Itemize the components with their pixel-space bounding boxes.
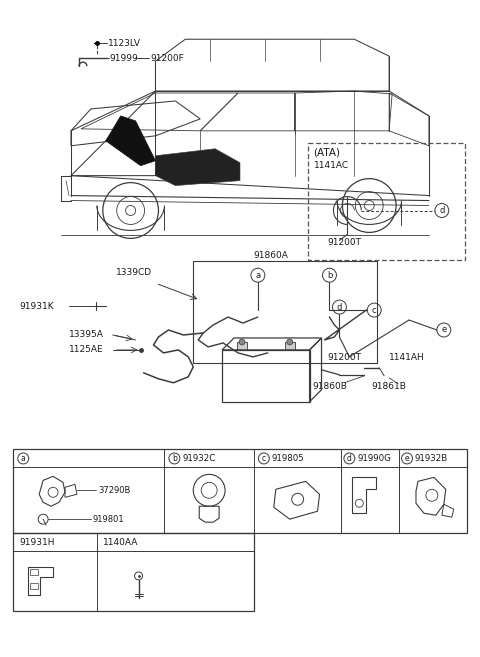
Text: 91931K: 91931K xyxy=(19,302,54,311)
Bar xyxy=(30,569,38,575)
Text: 91860A: 91860A xyxy=(253,251,288,260)
Text: b: b xyxy=(172,454,177,463)
Text: 919805: 919805 xyxy=(272,454,305,463)
Text: e: e xyxy=(405,454,409,463)
Text: 91200F: 91200F xyxy=(151,54,184,62)
Text: 91200T: 91200T xyxy=(327,238,361,247)
Text: c: c xyxy=(262,454,266,463)
Text: d: d xyxy=(439,206,444,215)
Text: 91990G: 91990G xyxy=(357,454,391,463)
Bar xyxy=(237,342,247,350)
Bar xyxy=(222,350,310,401)
Text: 1123LV: 1123LV xyxy=(108,39,141,48)
Text: d: d xyxy=(337,303,342,311)
Polygon shape xyxy=(156,148,240,186)
Text: 37290B: 37290B xyxy=(98,486,130,495)
Text: 1141AH: 1141AH xyxy=(389,353,425,363)
Text: 91932C: 91932C xyxy=(182,454,216,463)
Text: 91931H: 91931H xyxy=(19,537,55,547)
Text: (ATA): (ATA) xyxy=(313,148,341,158)
Text: 91861B: 91861B xyxy=(371,382,406,392)
Text: 1125AE: 1125AE xyxy=(69,346,104,354)
Bar xyxy=(13,449,467,533)
Circle shape xyxy=(239,339,245,345)
Text: e: e xyxy=(441,325,446,334)
Bar xyxy=(285,342,295,350)
Bar xyxy=(193,261,377,363)
Text: 919801: 919801 xyxy=(93,514,124,524)
Text: 91200T: 91200T xyxy=(327,353,361,363)
Text: 13395A: 13395A xyxy=(69,330,104,340)
Text: c: c xyxy=(372,306,376,315)
Circle shape xyxy=(287,339,293,345)
Text: a: a xyxy=(21,454,25,463)
Text: 1141AC: 1141AC xyxy=(313,161,348,170)
Text: 91932B: 91932B xyxy=(415,454,448,463)
Text: 91860B: 91860B xyxy=(312,382,348,392)
Text: b: b xyxy=(327,271,332,280)
Text: 91999: 91999 xyxy=(110,54,139,62)
Text: d: d xyxy=(347,454,352,463)
Bar xyxy=(30,583,38,589)
Bar xyxy=(13,533,254,611)
Polygon shape xyxy=(106,116,156,166)
Text: 1339CD: 1339CD xyxy=(116,268,152,277)
Text: 1140AA: 1140AA xyxy=(103,537,138,547)
Text: a: a xyxy=(255,271,261,280)
Bar xyxy=(308,143,465,260)
